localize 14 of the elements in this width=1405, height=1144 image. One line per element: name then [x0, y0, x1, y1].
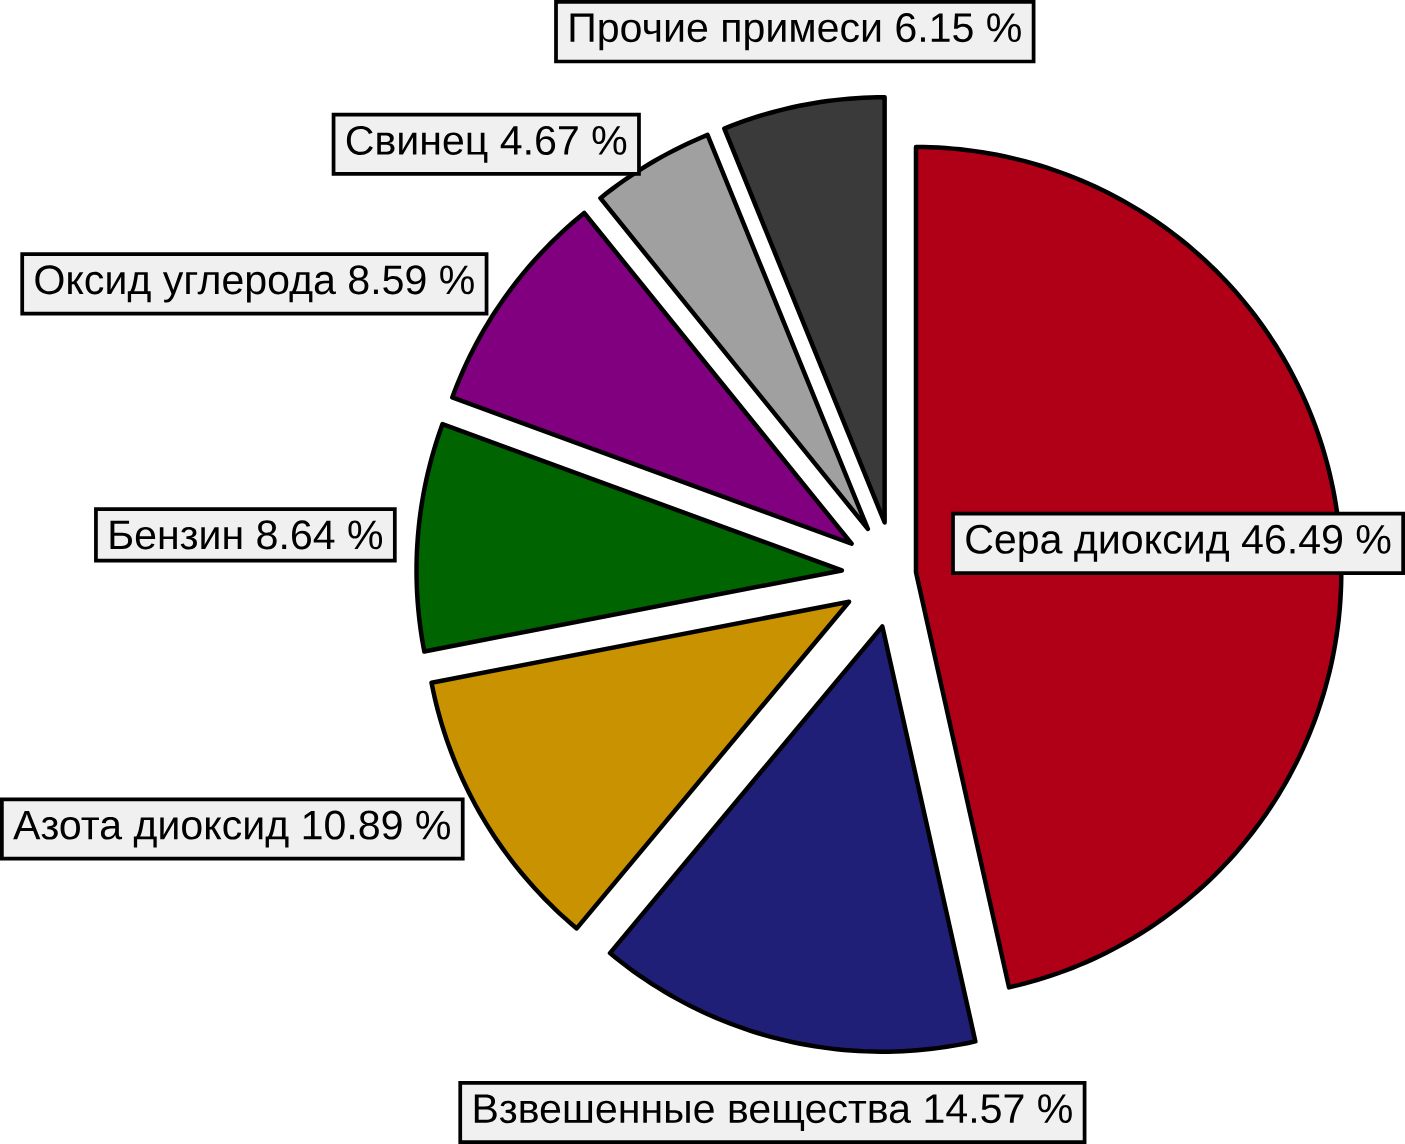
slice-label: Прочие примеси — [570, 13, 881, 51]
data-label: 6.15 % — [896, 13, 1021, 43]
data-label: 4.67 % — [500, 125, 627, 155]
data-label: 8.64 % — [257, 520, 383, 550]
slice-label: Азота диоксид — [13, 810, 289, 848]
data-label: 14.57 % — [925, 1094, 1072, 1124]
data-label: 10.89 % — [303, 810, 450, 840]
data-label: 46.49 % — [1242, 524, 1391, 554]
data-label: 8.59 % — [349, 265, 474, 295]
slice-label: Бензин — [110, 520, 242, 550]
slice-label: Свинец — [346, 125, 488, 163]
slice-label: Взвешенные вещества — [474, 1094, 912, 1131]
slice-label: Сера диоксид — [966, 524, 1229, 562]
slice-label: Оксид углерода — [35, 265, 336, 303]
